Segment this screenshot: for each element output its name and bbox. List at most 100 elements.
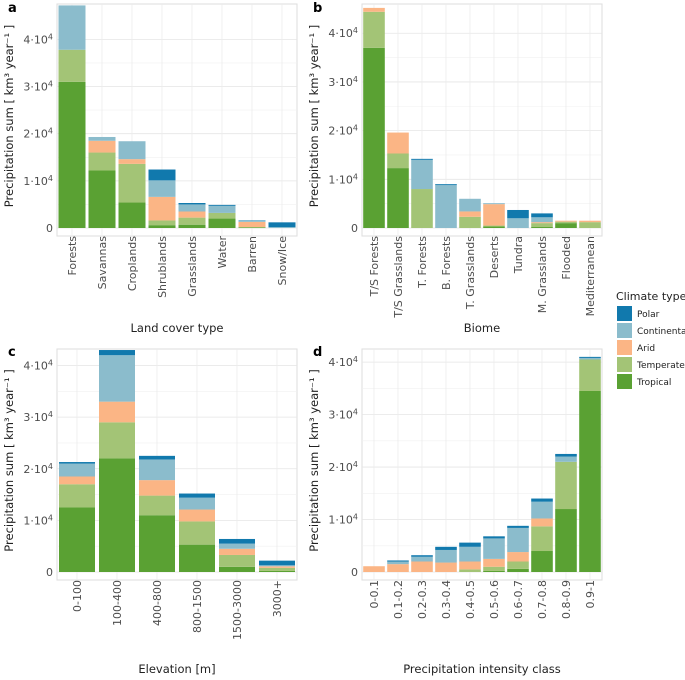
bar-polar: [178, 203, 206, 205]
legend-label-polar: Polar: [637, 310, 660, 320]
x-tick-label: 800-1500: [191, 580, 204, 633]
bar-arid: [579, 220, 601, 223]
legend-label-temperate: Temperate: [636, 361, 685, 371]
x-tick-label: Water: [216, 236, 229, 269]
bar-temperate: [459, 569, 481, 572]
plot-area: [361, 3, 603, 237]
bar-tropical: [148, 225, 176, 228]
bar-polar: [411, 555, 433, 557]
bar-polar: [507, 525, 529, 528]
bar-tropical: [219, 566, 255, 572]
bar-temperate: [238, 227, 266, 228]
bar-temperate: [148, 220, 176, 226]
bar-continental: [507, 527, 529, 553]
bar-polar: [179, 493, 215, 498]
bar-continental: [178, 204, 206, 212]
bar-continental: [219, 543, 255, 549]
y-tick-label: 0: [46, 566, 53, 579]
bar-continental: [483, 203, 505, 205]
panel-a: 0 1·104 2·104 3·104 4·104 Forests Savannas Crop…: [2, 1, 298, 335]
bar-temperate: [579, 222, 601, 228]
legend-item-tropical: Tropical: [617, 374, 671, 389]
bar-arid: [99, 401, 135, 423]
x-tick-label: 0.6-0.7: [512, 580, 525, 619]
y-axis-title: Precipitation sum [ km³ year⁻¹ ]: [2, 25, 16, 207]
bar-polar: [59, 462, 95, 464]
x-tick-label: 0.4-0.5: [464, 580, 477, 619]
legend-swatch-temperate: [617, 357, 632, 372]
legend-swatch-continental: [617, 323, 632, 338]
bar-continental: [411, 159, 433, 190]
x-tick-label: Shrublands: [156, 236, 169, 298]
bar-continental: [208, 205, 236, 213]
bar-continental: [238, 220, 266, 222]
y-tick-label: 3·104: [23, 79, 53, 94]
panel-letter: d: [313, 345, 322, 360]
bar-tropical: [483, 226, 505, 228]
x-tick-label: 0.1-0.2: [392, 580, 405, 619]
x-tick-label: Snow/Ice: [276, 236, 289, 286]
y-tick-label: 2·104: [328, 460, 358, 475]
bar-temperate: [387, 153, 409, 169]
panel-letter: a: [8, 1, 17, 16]
bar-polar: [531, 213, 553, 218]
bar-temperate: [58, 49, 86, 82]
y-tick-label: 4·104: [23, 358, 53, 373]
bar-continental: [555, 456, 577, 462]
bar-continental: [259, 565, 295, 567]
x-tick-label: 0.9-1: [584, 580, 597, 608]
bar-polar: [238, 220, 266, 221]
bar-arid: [148, 196, 176, 221]
bar-continental: [148, 180, 176, 197]
bar-temperate: [483, 566, 505, 571]
bar-polar: [459, 542, 481, 547]
bar-arid: [459, 211, 481, 217]
y-axis-title: Precipitation sum [ km³ year⁻¹ ]: [2, 369, 16, 551]
bar-continental: [387, 561, 409, 565]
bar-arid: [219, 548, 255, 555]
bar-continental: [58, 5, 86, 50]
x-tick-label: Flooded: [560, 236, 573, 280]
bar-tropical: [507, 568, 529, 572]
x-tick-label: 0-0.1: [368, 580, 381, 608]
bar-tropical: [99, 458, 135, 572]
y-axis-title: Precipitation sum [ km³ year⁻¹ ]: [307, 25, 321, 207]
y-tick-label: 0: [46, 222, 53, 235]
bar-polar: [579, 356, 601, 358]
bar-temperate: [483, 225, 505, 227]
bar-temperate: [118, 163, 146, 203]
bar-arid: [435, 562, 457, 572]
bar-temperate: [99, 422, 135, 459]
bar-arid: [118, 159, 146, 164]
bar-temperate: [459, 216, 481, 228]
bar-tropical: [363, 47, 385, 229]
legend-label-arid: Arid: [637, 344, 655, 354]
bar-continental: [459, 198, 481, 212]
x-tick-label: 100-400: [111, 580, 124, 626]
bar-temperate: [555, 461, 577, 510]
x-tick-label: 0.5-0.6: [488, 580, 501, 619]
bar-arid: [387, 132, 409, 154]
legend: Climate type Polar Continental Arid Temp…: [616, 290, 685, 389]
bar-continental: [268, 227, 296, 228]
bar-polar: [219, 538, 255, 544]
bar-arid: [238, 221, 266, 228]
legend-label-continental: Continental: [637, 327, 685, 337]
bar-continental: [179, 497, 215, 510]
x-tick-label: 0.7-0.8: [536, 580, 549, 619]
bar-tropical: [483, 570, 505, 572]
y-tick-label: 2·104: [23, 126, 53, 141]
legend-item-continental: Continental: [617, 323, 685, 338]
bar-polar: [483, 536, 505, 539]
bar-arid: [483, 558, 505, 567]
bar-tropical: [531, 551, 553, 572]
x-tick-label: Mediterranean: [584, 236, 597, 316]
x-tick-label: 0-100: [71, 580, 84, 612]
x-tick-label: B. Forests: [440, 236, 453, 290]
bar-arid: [459, 561, 481, 570]
legend-item-temperate: Temperate: [617, 357, 685, 372]
plot-area: [56, 348, 298, 581]
bar-arid: [363, 7, 385, 12]
x-tick-label: Savannas: [96, 236, 109, 290]
